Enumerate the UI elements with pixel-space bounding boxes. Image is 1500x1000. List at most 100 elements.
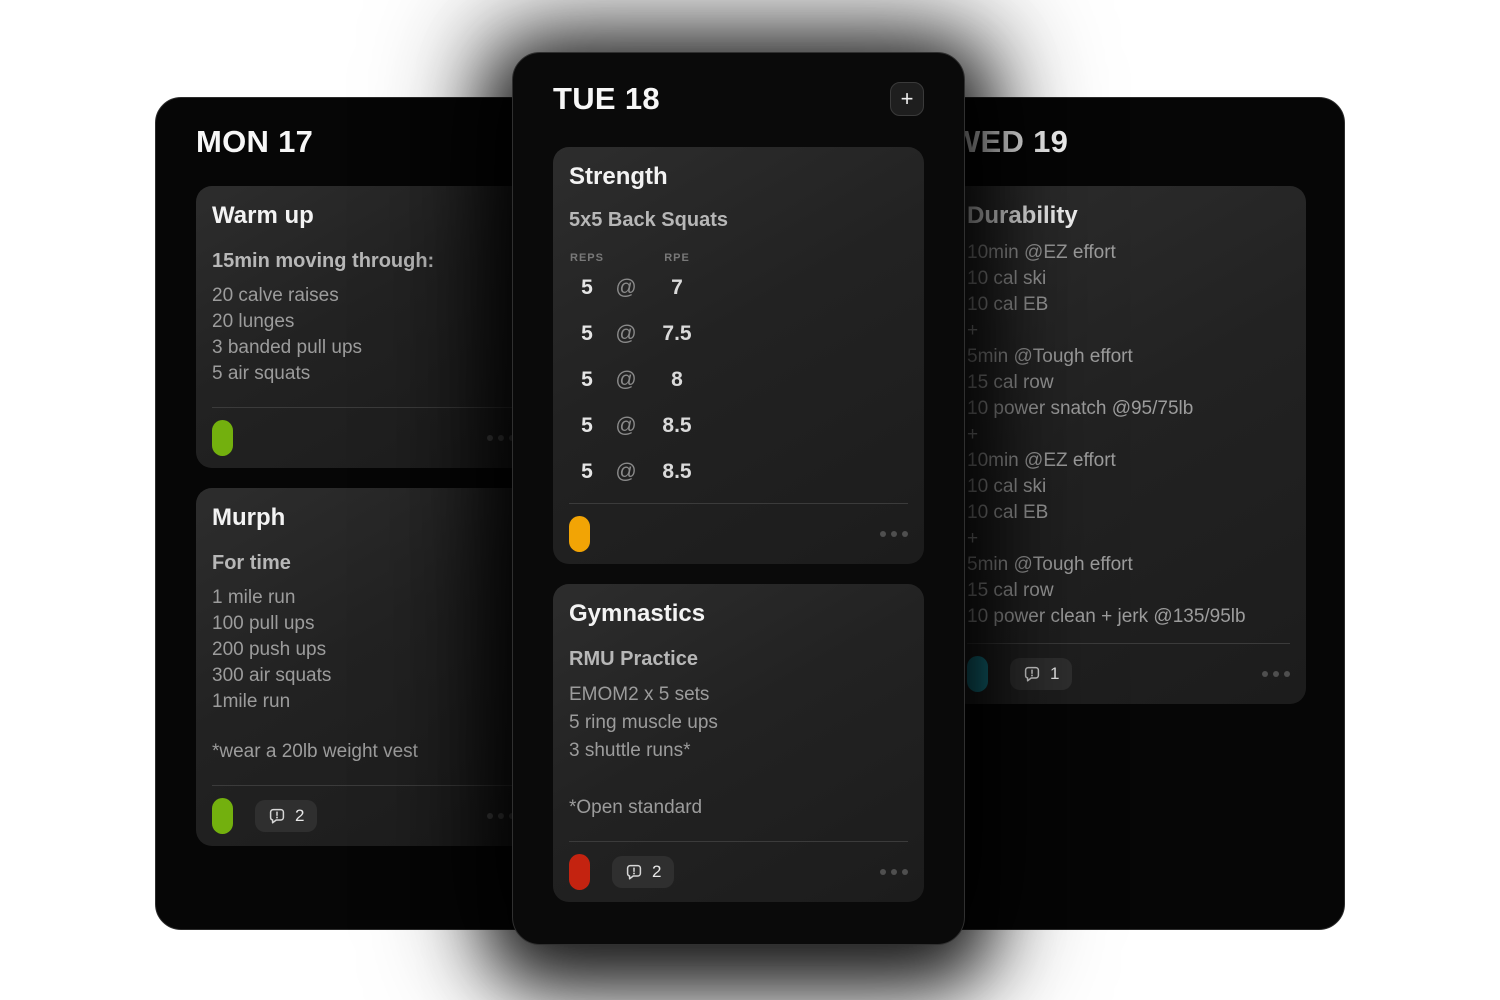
body-line: 10 cal EB [967, 502, 1049, 523]
body-line: 10 cal ski [967, 268, 1047, 289]
rpe-value: 8 [671, 368, 683, 391]
workout-card-strength[interactable]: Strength 5x5 Back Squats REPS RPE 5 @ 7 … [553, 147, 924, 564]
ellipsis-icon [880, 869, 886, 875]
body-line: 10 cal ski [967, 476, 1047, 497]
body-line: 5 ring muscle ups [569, 712, 718, 733]
card-subtitle: For time [212, 552, 291, 574]
reps-value: 5 [581, 368, 593, 391]
rpe-value: 8.5 [662, 460, 692, 483]
ellipsis-icon [902, 869, 908, 875]
at-separator: @ [615, 368, 637, 391]
card-footer [212, 407, 515, 468]
body-line: 300 air squats [212, 665, 332, 686]
card-title: Gymnastics [569, 600, 706, 627]
body-line: + [967, 528, 979, 549]
comment-icon [269, 808, 285, 824]
at-separator: @ [615, 276, 637, 299]
body-line: 15 cal row [967, 580, 1054, 601]
more-menu-button[interactable] [880, 527, 908, 541]
ellipsis-icon [1284, 671, 1290, 677]
day-title-wed: WED 19 [951, 124, 1069, 159]
workout-card-durability[interactable]: Durability 10min @EZ effort 10 cal ski 1… [951, 186, 1306, 704]
spacer-cell [605, 251, 647, 265]
more-menu-button[interactable] [487, 809, 515, 823]
card-note: *Open standard [569, 797, 703, 818]
card-footer [569, 503, 908, 564]
comment-count: 2 [295, 806, 305, 825]
comment-icon [626, 864, 642, 880]
sets-table-body: 5 @ 7 5 @ 7.5 5 @ 8 5 [569, 265, 908, 495]
card-subtitle: 15min moving through: [212, 250, 435, 272]
comment-icon [1024, 666, 1040, 682]
ellipsis-icon [880, 531, 886, 537]
comment-count-badge[interactable]: 1 [1010, 658, 1073, 690]
reps-column-header: REPS [570, 252, 604, 264]
card-footer: 2 [212, 785, 515, 846]
more-menu-button[interactable] [1262, 667, 1290, 681]
rpe-value: 7.5 [662, 322, 692, 345]
card-note: *wear a 20lb weight vest [212, 741, 418, 762]
ellipsis-icon [891, 531, 897, 537]
rpe-value: 7 [671, 276, 683, 299]
workout-card-gymnastics[interactable]: Gymnastics RMU Practice EMOM2 x 5 sets 5… [553, 584, 924, 902]
ellipsis-icon [891, 869, 897, 875]
body-line: 1mile run [212, 691, 291, 712]
comment-count: 1 [1050, 664, 1060, 683]
body-line: 5 air squats [212, 363, 311, 384]
day-title-tue: TUE 18 [553, 81, 660, 116]
day-column-tue: TUE 18 + Strength 5x5 Back Squats REPS R… [512, 52, 965, 945]
day-title-mon: MON 17 [196, 124, 314, 159]
rpe-value: 8.5 [662, 414, 692, 437]
body-line: 10 power clean + jerk @135/95lb [967, 606, 1246, 627]
ellipsis-icon [487, 813, 493, 819]
body-line: 3 shuttle runs* [569, 740, 691, 761]
category-color-pill [569, 516, 590, 552]
card-title: Strength [569, 163, 668, 190]
category-color-pill [569, 854, 590, 890]
reps-value: 5 [581, 460, 593, 483]
comment-count-badge[interactable]: 2 [255, 800, 318, 832]
rpe-column-header: RPE [664, 252, 690, 264]
card-title: Murph [212, 504, 286, 531]
body-line: + [967, 320, 979, 341]
workout-card-warm-up[interactable]: Warm up 15min moving through: 20 calve r… [196, 186, 531, 468]
body-line: 20 lunges [212, 311, 295, 332]
more-menu-button[interactable] [487, 431, 515, 445]
more-menu-button[interactable] [880, 865, 908, 879]
set-row: 5 @ 8 [569, 357, 908, 403]
sets-table: REPS RPE 5 @ 7 5 @ 7.5 [569, 251, 908, 495]
ellipsis-icon [498, 813, 504, 819]
comment-count: 2 [652, 862, 662, 881]
body-line: 10min @EZ effort [967, 450, 1116, 471]
ellipsis-icon [487, 435, 493, 441]
card-subtitle: RMU Practice [569, 648, 698, 670]
comment-count-badge[interactable]: 2 [612, 856, 675, 888]
body-line: 20 calve raises [212, 285, 339, 306]
reps-value: 5 [581, 322, 593, 345]
body-line: 15 cal row [967, 372, 1054, 393]
body-line: 10 cal EB [967, 294, 1049, 315]
body-line: 200 push ups [212, 639, 327, 660]
day-column-wed: WED 19 Durability 10min @EZ effort 10 ca… [690, 97, 1345, 930]
body-line: + [967, 424, 979, 445]
ellipsis-icon [1273, 671, 1279, 677]
body-line: 10min @EZ effort [967, 242, 1116, 263]
set-row: 5 @ 8.5 [569, 449, 908, 495]
category-color-pill [967, 656, 988, 692]
add-workout-button[interactable]: + [890, 82, 924, 116]
card-body: 20 calve raises 20 lunges 3 banded pull … [212, 283, 515, 387]
ellipsis-icon [498, 435, 504, 441]
reps-value: 5 [581, 414, 593, 437]
workout-card-murph[interactable]: Murph For time 1 mile run 100 pull ups 2… [196, 488, 531, 846]
body-line: 5min @Tough effort [967, 554, 1133, 575]
body-line: 100 pull ups [212, 613, 315, 634]
body-line: EMOM2 x 5 sets [569, 684, 710, 705]
body-line: 10 power snatch @95/75lb [967, 398, 1194, 419]
set-row: 5 @ 7.5 [569, 311, 908, 357]
ellipsis-icon [902, 531, 908, 537]
at-separator: @ [615, 460, 637, 483]
card-body: 10min @EZ effort 10 cal ski 10 cal EB + … [967, 240, 1290, 630]
card-title: Warm up [212, 202, 314, 229]
card-subtitle: 5x5 Back Squats [569, 209, 728, 231]
